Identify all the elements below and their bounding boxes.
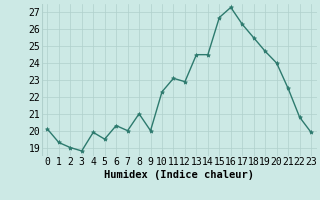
X-axis label: Humidex (Indice chaleur): Humidex (Indice chaleur) [104, 170, 254, 180]
